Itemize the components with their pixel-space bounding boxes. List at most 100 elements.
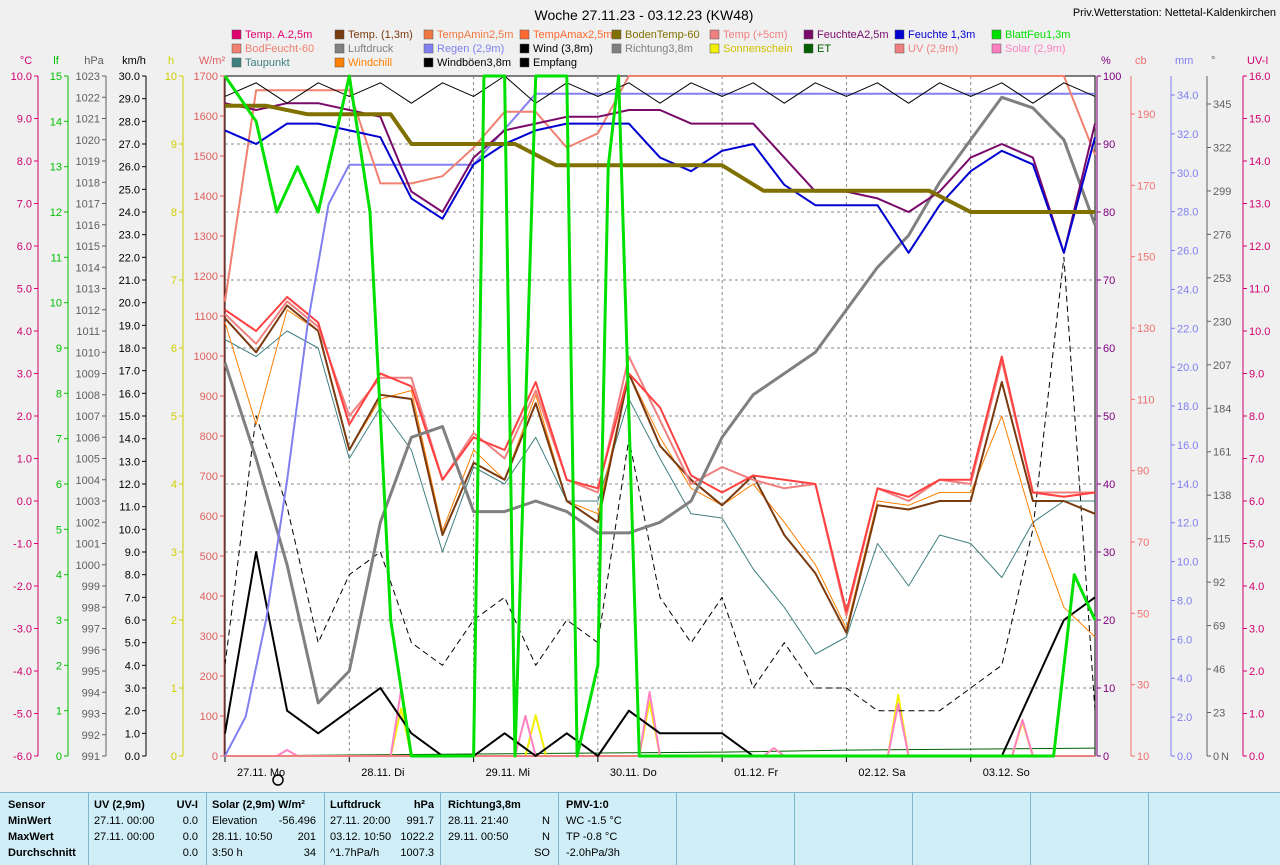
axis-tick-label: 100 [1103,71,1121,83]
legend-label: Sonnenschein [723,43,793,55]
axis-tick-label: 207 [1213,360,1231,372]
axis-tick-label: 1008 [76,390,100,402]
legend-label: Solar (2,9m) [1005,43,1066,55]
axis-tick-label: 1200 [194,271,218,283]
axis-tick-label: 4 [56,570,62,582]
x-axis: 27.11. Mo 28.11. Di 29.11. Mi 30.11. Do 01.1… [224,756,1030,779]
axis-tick-label: 9.0 [17,114,32,126]
axis-tick-label: 60 [1103,343,1115,355]
axis-tick-label: 5.0 [17,284,32,296]
axis-tick-label: 400 [200,591,218,603]
chart-title: Woche 27.11.23 - 03.12.23 (KW48) [535,7,754,23]
axis-tick-label: 115 [1213,534,1231,546]
axis-tick-label: 1.0 [1249,709,1264,721]
axis-tick-label: 800 [200,431,218,443]
table-header: Luftdruck [330,799,381,811]
series-line-bodentemp-60 [225,103,1095,214]
table-col-solar: Solar (2,9m) W/m² Elevation -56.496 28.11… [206,793,325,865]
axis-tick-label: 1023 [76,71,100,83]
series-layer [223,74,1097,758]
axis-tick-label: 9 [171,139,177,151]
axis-tick-label: 8 [171,207,177,219]
axis-tick-label: 20.0 [119,298,140,310]
axis-tick-label: 18.0 [119,343,140,355]
axis-tick-label: 995 [82,666,100,678]
axis-tick-label: 34.0 [1177,90,1198,102]
axis-tick-label: 90 [1137,466,1149,478]
axis-tick-label: 992 [82,730,100,742]
table-header: PMV-1:0 [566,799,609,811]
axis-tick-label: 2.0 [1249,666,1264,678]
table-header: Sensor [8,799,46,811]
axis-tick-label: 40 [1103,479,1115,491]
legend-label: TempAmin2,5m [437,29,513,41]
axis-tick-label: 1015 [76,241,100,253]
axis-tick-label: 50 [1103,411,1115,423]
axis-tick-label: 8.0 [1249,411,1264,423]
series-line-feuchte-1-3m [224,122,1096,254]
axis-tick-label: 1 [171,683,177,695]
axis-tick-label: 1002 [76,517,100,529]
axis-tick-label: 70 [1137,537,1149,549]
table-cell: Elevation [212,815,258,827]
axis-unit-label: cb [1135,55,1147,67]
table-col-uv: UV (2,9m) UV-I 27.11. 00:00 0.0 27.11. 00:… [88,793,207,865]
axis-tick-label: 22.0 [1177,323,1198,335]
axis-tick-label: 10.0 [119,524,140,536]
axis-tick-label: 12.0 [1249,241,1270,253]
legend-swatch [709,43,720,54]
x-tick-label: 03.12. So [983,767,1030,779]
axis-tick-label: -3.0 [13,624,32,636]
legend-swatch [894,43,905,54]
axis-tick-label: 2.0 [17,411,32,423]
legend-label: Windböen3,8m [437,57,511,69]
axis-tick-label: 5.0 [125,638,140,650]
axis-tick-label: 2.0 [125,706,140,718]
axis-tick-label: 15.0 [1249,114,1270,126]
axis-tick-label: 700 [200,471,218,483]
x-tick-label: 30.11. Do [610,767,657,779]
axis-tick-label: 69 [1213,621,1225,633]
axis-tick-label: 16.0 [1177,440,1198,452]
axis-tick-label: 20.0 [1177,362,1198,374]
table-header: Richtung3,8m [448,799,521,811]
axis-tick-label: 10.0 [11,71,32,83]
series-line-empfang [224,75,1096,104]
axis-tick-label: 28.0 [1177,207,1198,219]
axis-tick-label: 276 [1213,229,1231,241]
axis-tick-label: 100 [200,711,218,723]
axis-tick-label: 15 [50,71,62,83]
axis-tick-label: 1014 [76,262,100,274]
axis-tick-label: 322 [1213,142,1231,154]
axis-tick-label: 500 [200,551,218,563]
axis-tick-label: 345 [1213,99,1231,111]
axis-tick-label: 30.0 [1177,168,1198,180]
axis-tick-label: 1700 [194,71,218,83]
axis-tick-label: 1016 [76,220,100,232]
axis-tick-label: 3.0 [17,369,32,381]
axis-tick-label: 7 [56,434,62,446]
axis-tick-label: 253 [1213,273,1231,285]
axis-tick-label: 30 [1137,680,1149,692]
legend-swatch [611,29,622,40]
axis-tick-label: 1006 [76,432,100,444]
series-line-temp-1-3m- [224,304,1096,634]
axis-tick-label: -4.0 [13,666,32,678]
axis-tick-label: 17.0 [119,366,140,378]
axis-tick-label: 50 [1137,608,1149,620]
legend-swatch [231,43,242,54]
axis-tick-label: 3 [56,615,62,627]
axis-unit-label: mm [1175,55,1193,67]
axis-tick-label: 5.0 [1249,539,1264,551]
axis-tick-label: 6 [56,479,62,491]
legend-swatch [803,43,814,54]
axis-tick-label: 8.0 [125,570,140,582]
axis-tick-label: 5 [56,524,62,536]
axis-tick-label: 23.0 [119,230,140,242]
axis-tick-label: 1009 [76,369,100,381]
series-line-bodfeucht-60 [224,75,1096,302]
table-cell: 28.11. 10:50 [212,831,273,843]
axis-unit-label: h [168,55,174,67]
table-cell: N [542,815,550,827]
table-cell: 991.7 [406,815,434,827]
